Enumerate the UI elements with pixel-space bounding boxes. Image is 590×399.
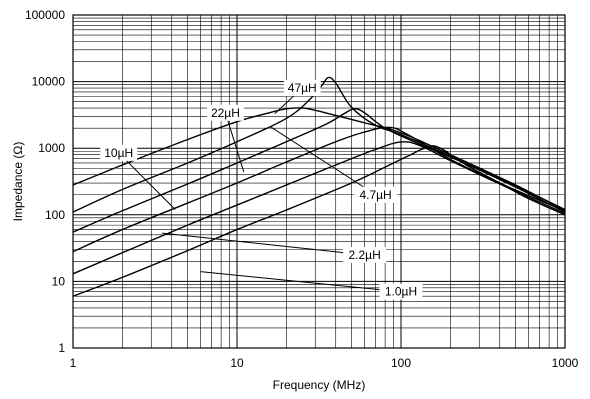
series-label: 22µH: [211, 106, 240, 120]
y-axis-tick-labels: 1 10 100 1000 10000 100000: [25, 8, 65, 355]
series-leader-line: [200, 271, 402, 293]
series-label: 1.0µH: [385, 285, 417, 299]
series-leader-line: [224, 112, 245, 173]
plot-frame: [72, 14, 566, 349]
curve-labels: 1.0µH 2.2µH 4.7µH 10µH 22µH 47µH: [100, 80, 423, 300]
series-line-2: [72, 126, 566, 253]
x-tick-label: 1000: [552, 356, 579, 370]
y-tick-label: 10000: [32, 75, 66, 89]
series-label: 2.2µH: [348, 248, 380, 262]
y-tick-label: 1: [58, 341, 65, 355]
series-leader-line: [162, 232, 365, 256]
y-tick-label: 1000: [38, 141, 65, 155]
series-line-5: [72, 107, 566, 212]
series-line-4: [72, 76, 566, 213]
series-label-background: [207, 104, 244, 121]
x-tick-label: 1: [70, 356, 77, 370]
series-label: 10µH: [104, 146, 133, 160]
y-tick-label: 100: [45, 208, 65, 222]
x-tick-label: 100: [391, 356, 411, 370]
series-line-1: [72, 141, 566, 275]
series-label-background: [379, 283, 423, 300]
impedance-curves: [72, 76, 566, 297]
series-label-background: [100, 144, 138, 161]
series-label: 4.7µH: [359, 188, 391, 202]
series-label-background: [343, 246, 387, 263]
x-tick-label: 10: [230, 356, 244, 370]
series-label: 47µH: [288, 81, 317, 95]
series-label-background: [354, 186, 398, 203]
y-axis-title: Impedance (Ω): [11, 142, 25, 222]
x-axis-title: Frequency (MHz): [273, 378, 366, 392]
series-leader-line: [118, 152, 176, 210]
y-tick-label: 10: [52, 274, 66, 288]
series-line-3: [72, 108, 566, 233]
series-leader-line: [270, 126, 376, 196]
series-label-background: [283, 80, 321, 97]
x-axis-tick-labels: 1 10 100 1000: [70, 356, 579, 370]
y-tick-label: 100000: [25, 8, 65, 22]
chart-grid: [72, 15, 565, 349]
